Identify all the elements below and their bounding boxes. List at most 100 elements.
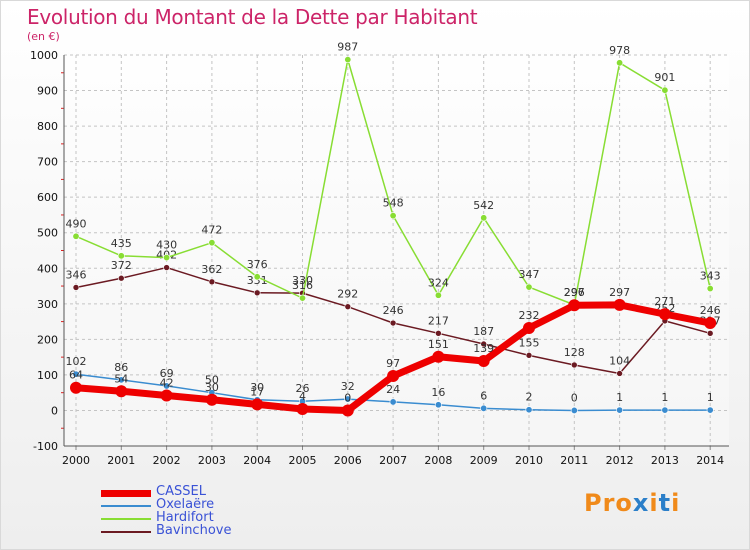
data-label: 542	[473, 199, 494, 212]
data-label: 0	[344, 391, 351, 404]
data-point	[389, 398, 397, 406]
data-point	[477, 355, 490, 368]
data-label: 17	[250, 385, 264, 398]
data-label: 376	[247, 258, 268, 271]
data-label: 64	[69, 369, 83, 382]
data-point	[344, 303, 352, 310]
data-point	[480, 214, 488, 222]
data-label: 1	[707, 391, 714, 404]
data-label: 1	[661, 391, 668, 404]
data-label: 246	[700, 304, 721, 317]
x-tick-label: 2009	[470, 454, 498, 467]
data-point	[296, 403, 309, 416]
data-label: 548	[383, 197, 404, 210]
data-label: 297	[609, 286, 630, 299]
legend-swatch	[101, 531, 151, 533]
data-point	[117, 252, 125, 260]
x-tick-label: 2003	[198, 454, 226, 467]
data-label: 69	[160, 367, 174, 380]
data-label: 151	[428, 338, 449, 351]
data-point	[72, 370, 80, 378]
data-point	[253, 289, 261, 297]
data-point	[525, 283, 533, 291]
x-tick-label: 2001	[107, 454, 135, 467]
data-label: 102	[66, 355, 87, 368]
data-point	[205, 393, 218, 406]
data-point	[570, 406, 578, 414]
y-tick-label: 1000	[30, 49, 58, 62]
data-point	[298, 294, 306, 302]
x-tick-label: 2014	[696, 454, 724, 467]
x-tick-label: 2011	[560, 454, 588, 467]
data-point	[435, 330, 442, 337]
data-point	[432, 350, 445, 363]
data-point	[616, 59, 624, 67]
data-label: 343	[700, 270, 721, 283]
data-point	[480, 404, 488, 412]
y-tick-label: 100	[37, 369, 58, 382]
x-tick-label: 2000	[62, 454, 90, 467]
y-tick-label: 300	[37, 298, 58, 311]
x-tick-label: 2005	[289, 454, 317, 467]
data-label: 472	[201, 224, 222, 237]
data-point	[118, 274, 125, 282]
data-point	[163, 264, 170, 271]
data-label: 30	[250, 381, 264, 394]
data-point	[70, 381, 82, 394]
data-label: 217	[428, 314, 449, 327]
data-label: 42	[160, 377, 174, 390]
y-tick-label: 500	[37, 227, 58, 240]
data-point	[706, 330, 714, 337]
legend-swatch	[101, 490, 151, 497]
data-label: 346	[66, 268, 87, 281]
legend-item: Oxelaëre	[101, 497, 321, 512]
legend-label: CASSEL	[156, 484, 206, 499]
data-label: 1	[616, 391, 623, 404]
data-point	[658, 308, 671, 321]
data-label: 347	[519, 268, 540, 281]
data-label: 0	[571, 391, 578, 404]
legend-label: Oxelaëre	[156, 497, 215, 512]
data-point	[525, 406, 533, 414]
data-label: 296	[564, 286, 585, 299]
data-label: 330	[292, 274, 313, 287]
data-label: 987	[337, 41, 358, 54]
y-tick-label: 800	[37, 120, 58, 133]
x-tick-label: 2010	[515, 454, 543, 467]
legend-item: Hardifort	[101, 510, 321, 525]
data-label: 435	[111, 237, 132, 250]
data-point	[434, 291, 442, 299]
data-label: 232	[519, 309, 540, 322]
data-label: 155	[519, 336, 540, 349]
data-label: 430	[156, 239, 177, 252]
data-label: 297	[564, 286, 585, 299]
data-point	[525, 352, 533, 359]
data-point	[434, 401, 442, 409]
data-label: 246	[383, 304, 404, 317]
data-point	[704, 317, 717, 330]
y-tick-label: 400	[37, 262, 58, 275]
data-label: 372	[111, 259, 132, 272]
brand-logo: Proxiti	[584, 489, 681, 517]
data-point	[160, 389, 173, 402]
data-label: 978	[609, 44, 630, 57]
legend-label: Hardifort	[156, 510, 214, 525]
data-point	[72, 284, 80, 291]
data-point	[387, 369, 400, 382]
x-tick-label: 2008	[424, 454, 452, 467]
legend-item: CASSEL	[101, 484, 321, 499]
data-point	[389, 212, 397, 220]
data-label: 54	[114, 372, 128, 385]
data-point	[163, 382, 171, 390]
y-tick-label: 900	[37, 85, 58, 98]
data-label: 86	[114, 361, 128, 374]
data-point	[661, 86, 669, 94]
y-tick-label: 200	[37, 333, 58, 346]
data-label: 6	[480, 389, 487, 402]
data-label: 4	[299, 390, 306, 403]
x-tick-label: 2002	[153, 454, 181, 467]
data-label: 50	[205, 374, 219, 387]
data-label: 490	[66, 217, 87, 230]
data-label: 32	[341, 380, 355, 393]
